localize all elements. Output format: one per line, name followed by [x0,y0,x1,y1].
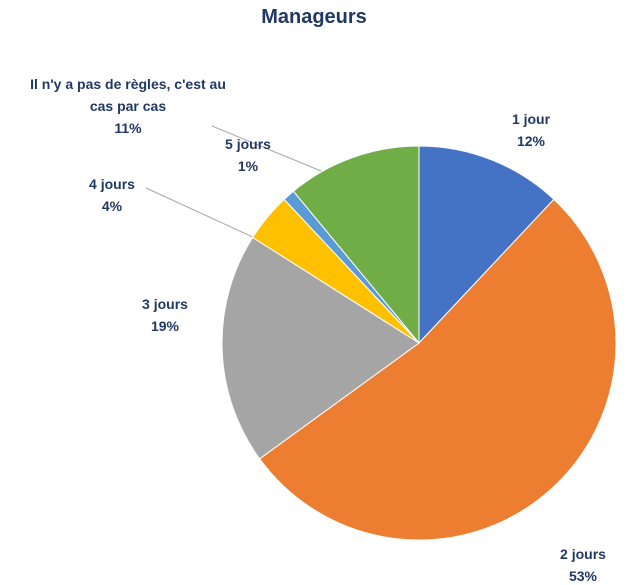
pie-slice [418,145,555,345]
value-label: 11% [114,120,142,136]
data-label: 3 jours 19% [65,293,265,337]
value-label: 53% [568,568,598,584]
value-label: 1% [237,158,259,174]
category-label: 3 jours [142,296,188,312]
data-label: 5 jours 1% [148,133,348,177]
data-label: 4 jours 4% [12,173,212,217]
category-label: 2 jours [560,546,606,562]
value-label: 4% [101,198,123,214]
category-label: 4 jours [89,176,135,192]
value-label: 19% [150,318,180,334]
category-label: Il n'y a pas de règles, c'est au cas par… [30,76,226,114]
chart-title: Manageurs [261,6,367,28]
pie-slice [292,145,420,345]
pie-slice [221,236,420,460]
pie-slice [258,198,617,541]
value-label: 12% [516,133,546,149]
data-label: Il n'y a pas de règles, c'est au cas par… [28,73,228,139]
category-label: 5 jours [225,136,271,152]
data-label: 2 jours 53% [483,543,628,585]
category-label: 1 jour [511,111,551,127]
data-label: 1 jour 12% [431,108,628,152]
